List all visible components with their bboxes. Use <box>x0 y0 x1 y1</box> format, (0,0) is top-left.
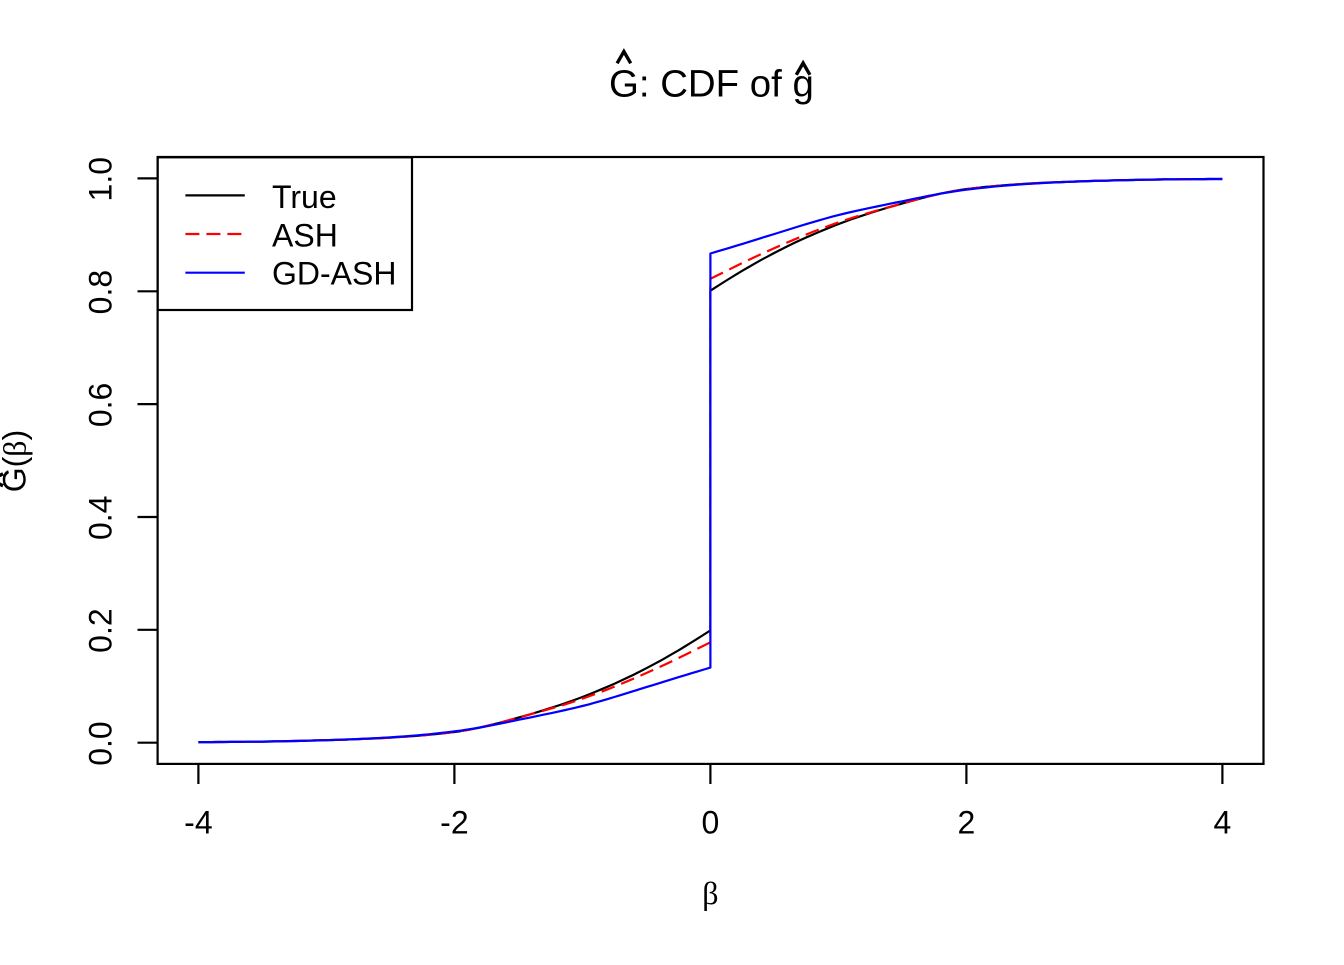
svg-text:1.0: 1.0 <box>82 157 118 201</box>
svg-text:4: 4 <box>1214 805 1232 841</box>
svg-text:2: 2 <box>958 805 976 841</box>
svg-text:β: β <box>702 875 718 911</box>
svg-text:G(β): G(β) <box>0 430 33 492</box>
svg-text:0: 0 <box>702 805 720 841</box>
svg-text:ASH: ASH <box>272 217 338 253</box>
svg-text:-4: -4 <box>184 805 212 841</box>
svg-text:0.2: 0.2 <box>82 608 118 652</box>
svg-text:0.8: 0.8 <box>82 270 118 314</box>
svg-text:0.0: 0.0 <box>82 721 118 765</box>
svg-text:-2: -2 <box>440 805 468 841</box>
svg-text:GD-ASH: GD-ASH <box>272 256 396 292</box>
svg-text:G: CDF of g: G: CDF of g <box>609 63 814 106</box>
svg-text:0.6: 0.6 <box>82 383 118 427</box>
svg-text:True: True <box>272 179 337 215</box>
svg-text:0.4: 0.4 <box>82 496 118 540</box>
